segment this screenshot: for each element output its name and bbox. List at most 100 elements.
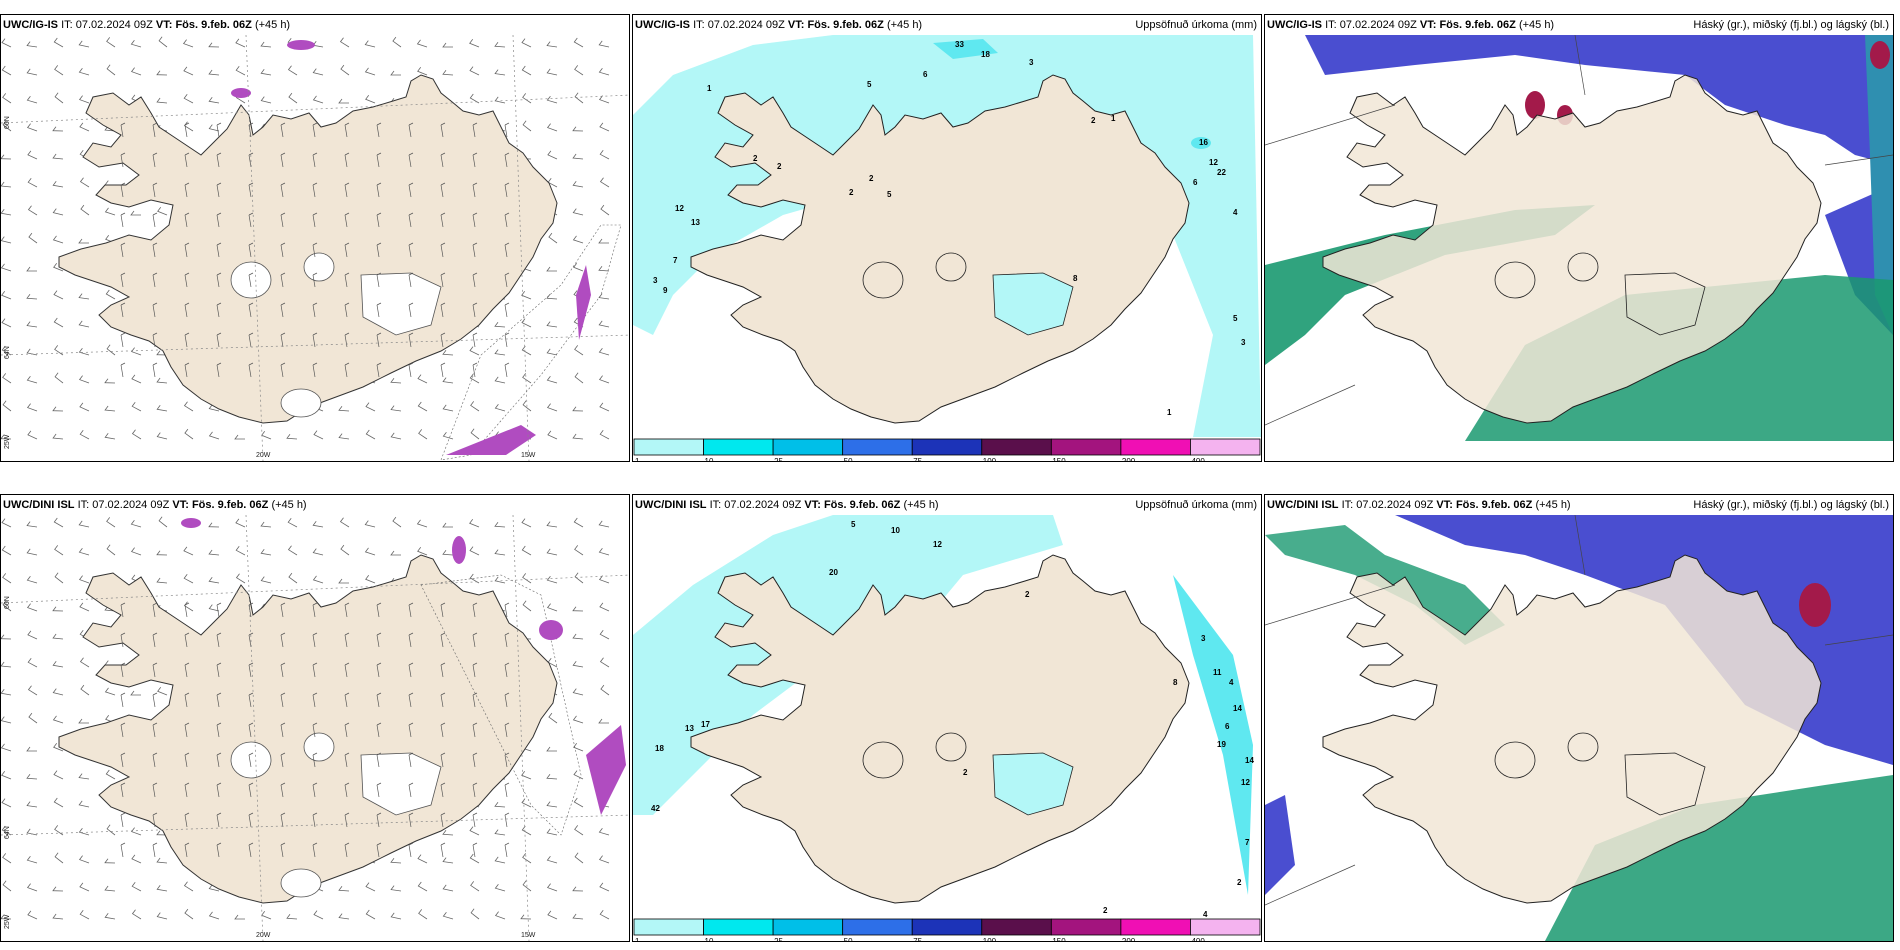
it-label: IT: xyxy=(1341,499,1354,511)
init-time: 07.02.2024 09Z xyxy=(1356,499,1434,511)
legend-tick: 10 xyxy=(705,457,714,462)
snow-zone xyxy=(287,40,315,50)
legend-tick: 50 xyxy=(844,937,853,942)
glacier-outline xyxy=(1567,732,1599,762)
iceland-land xyxy=(58,74,558,424)
precip-color-legend: 1 10 25 50 75 100 150 200 400 xyxy=(633,918,1261,942)
map-panel-tr: UWC/IG-IS IT: 07.02.2024 09Z VT: Fös. 9.… xyxy=(1264,14,1894,462)
precip-value: 5 xyxy=(1233,314,1238,323)
precip-color-legend: 1 10 25 50 75 100 150 200 400 xyxy=(633,438,1261,462)
mid-cloud xyxy=(1865,35,1893,335)
precip-value: 12 xyxy=(1241,778,1250,787)
iceland-land xyxy=(1322,554,1822,904)
glacier-outline xyxy=(1494,261,1536,299)
graticule xyxy=(1,35,629,461)
map-panel-bl: UWC/DINI ISL IT: 07.02.2024 09Z VT: Fös.… xyxy=(0,494,630,942)
glacier-outline xyxy=(992,752,1074,816)
precip-value: 1 xyxy=(1111,114,1116,123)
field-title: Háský (gr.), miðský (fj.bl.) og lágský (… xyxy=(1693,499,1889,511)
precip-area xyxy=(1173,575,1253,895)
legend-tick: 25 xyxy=(774,457,783,462)
valid-time: Fös. 9.feb. 06Z xyxy=(823,499,901,511)
legend-swatch xyxy=(911,918,983,936)
map-panel-tl: UWC/IG-IS IT: 07.02.2024 09Z VT: Fös. 9.… xyxy=(0,14,630,462)
high-cloud xyxy=(1265,205,1595,365)
legend-tick: 10 xyxy=(705,937,714,942)
legend-swatch xyxy=(1120,918,1191,936)
model-name: UWC/IG-IS xyxy=(635,19,690,31)
map-panel-br: UWC/DINI ISL IT: 07.02.2024 09Z VT: Fös.… xyxy=(1264,494,1894,942)
model-name: UWC/DINI ISL xyxy=(3,499,75,511)
panel-title: UWC/IG-IS IT: 07.02.2024 09Z VT: Fös. 9.… xyxy=(633,15,922,35)
legend-swatch xyxy=(1050,438,1122,456)
glacier xyxy=(230,261,272,299)
lead-time: (+45 h) xyxy=(271,499,307,511)
model-name: UWC/DINI ISL xyxy=(635,499,707,511)
valid-time: Fös. 9.feb. 06Z xyxy=(175,19,252,31)
precip-value: 2 xyxy=(1025,590,1030,599)
snow-zone xyxy=(231,88,251,98)
lon-label-15w: 15W xyxy=(521,452,536,459)
iceland-land xyxy=(690,554,1190,904)
precip-value: 5 xyxy=(887,190,892,199)
precip-value: 16 xyxy=(1199,138,1208,147)
glacier-outline xyxy=(1567,252,1599,282)
map-panel-tm: UWC/IG-IS IT: 07.02.2024 09Z VT: Fös. 9.… xyxy=(632,14,1262,462)
iceland-land xyxy=(58,554,558,904)
field-title: Háský (gr.), miðský (fj.bl.) og lágský (… xyxy=(1693,19,1889,31)
legend-swatch xyxy=(633,438,704,456)
legend-tick: 150 xyxy=(1052,937,1066,942)
valid-time: Fös. 9.feb. 06Z xyxy=(1439,19,1516,31)
lat-label-66n: 66N xyxy=(4,116,11,129)
snow-hatch xyxy=(440,224,622,461)
glacier-outline xyxy=(1494,741,1536,779)
it-label: IT: xyxy=(1325,19,1337,31)
vt-label: VT: xyxy=(1419,19,1437,31)
panel-title: UWC/DINI ISL IT: 07.02.2024 09Z VT: Fös.… xyxy=(1265,495,1571,515)
precip-value: 5 xyxy=(851,520,856,529)
precip-value: 6 xyxy=(1225,722,1230,731)
vt-label: VT: xyxy=(172,499,189,511)
precip-value: 2 xyxy=(777,162,782,171)
glacier-outline xyxy=(862,741,904,779)
field-title: Uppsöfnuð úrkoma (mm) xyxy=(1135,499,1257,511)
legend-swatch xyxy=(772,438,844,456)
legend-swatch xyxy=(1120,438,1191,456)
precip-area xyxy=(933,39,998,59)
lead-time: (+45 h) xyxy=(1535,499,1571,511)
high-cloud xyxy=(1545,775,1893,941)
valid-time: Fös. 9.feb. 06Z xyxy=(1455,499,1533,511)
model-name: UWC/IG-IS xyxy=(3,19,58,31)
model-name: UWC/DINI ISL xyxy=(1267,499,1339,511)
precip-value: 2 xyxy=(963,768,968,777)
vt-label: VT: xyxy=(1436,499,1453,511)
legend-swatch xyxy=(772,918,844,936)
legend-tick: 400 xyxy=(1191,457,1205,462)
legend-swatch xyxy=(981,918,1052,936)
precip-value: 12 xyxy=(675,204,684,213)
precip-value: 3 xyxy=(1241,338,1246,347)
lon-label-25w: 25W xyxy=(4,434,11,449)
legend-tick: 400 xyxy=(1191,937,1205,942)
init-time: 07.02.2024 09Z xyxy=(724,499,802,511)
graticule xyxy=(1265,515,1893,906)
cloud-cover-map xyxy=(1265,515,1893,941)
precip-value: 14 xyxy=(1233,704,1242,713)
precip-value: 6 xyxy=(923,70,928,79)
lat-label-64n: 64N xyxy=(4,346,11,359)
land-wind-barbs xyxy=(120,122,510,378)
glacier-outline xyxy=(992,272,1074,336)
panel-title: UWC/IG-IS IT: 07.02.2024 09Z VT: Fös. 9.… xyxy=(1265,15,1554,35)
lon-label-15w: 15W xyxy=(521,932,536,939)
precip-value: 9 xyxy=(663,286,668,295)
legend-swatch xyxy=(1190,918,1261,936)
glacier xyxy=(360,752,442,816)
precip-value: 4 xyxy=(1203,910,1208,917)
low-cloud xyxy=(1265,795,1295,895)
glacier xyxy=(303,252,335,282)
precip-value: 2 xyxy=(1091,116,1096,125)
it-label: IT: xyxy=(709,499,722,511)
